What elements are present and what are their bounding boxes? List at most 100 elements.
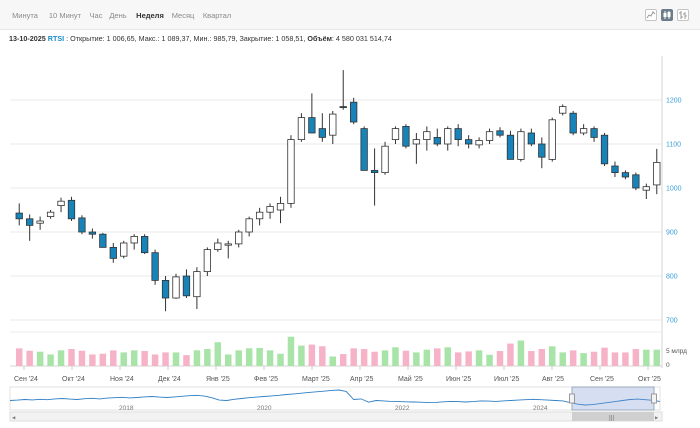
navigator-handle — [651, 393, 657, 404]
volume-bar — [15, 348, 23, 366]
volume-bar — [538, 349, 546, 366]
volume-bar — [183, 355, 190, 366]
volume-bar — [120, 352, 127, 366]
tab-10-minutes[interactable]: 10 Минут — [48, 11, 82, 20]
candle-body — [203, 249, 211, 273]
volume-bar — [423, 349, 431, 366]
volume-bar — [517, 340, 525, 366]
candle-body — [276, 202, 285, 211]
candle-body — [130, 235, 138, 244]
volume-bar — [496, 351, 504, 366]
volume-bar — [392, 347, 399, 366]
volume-bar — [99, 353, 107, 366]
scrollbar-right-arrow-icon: ▸ — [655, 415, 659, 422]
volume-bar — [413, 352, 420, 366]
navigator-line — [9, 389, 661, 406]
candle-body — [214, 242, 222, 250]
tab-quarter[interactable]: Квартал — [202, 11, 232, 20]
price-tick-label: 1100 — [666, 142, 681, 149]
candle-body — [600, 134, 609, 165]
volume-bar — [601, 347, 608, 366]
volume-bar — [590, 351, 598, 366]
candle-body — [360, 128, 368, 171]
x-tick-label: Окт '24 — [62, 376, 85, 383]
tab-month[interactable]: Месяц — [171, 11, 195, 20]
candle-body — [26, 218, 34, 226]
info-low: 985,79 — [213, 34, 236, 43]
volume-bar — [266, 350, 274, 366]
candle-body — [559, 106, 567, 114]
navigator-year-label: 2022 — [395, 405, 410, 412]
candle-body — [423, 131, 431, 140]
area-chart-icon[interactable] — [645, 9, 657, 21]
candle-body — [506, 134, 515, 160]
volume-bar — [360, 349, 368, 366]
tab-minute[interactable]: Минута — [12, 11, 38, 20]
candle-body — [412, 139, 421, 145]
volume-bar — [402, 350, 410, 366]
candle-body — [88, 231, 97, 235]
navigator-year-label: 2024 — [533, 405, 548, 412]
price-tick-label: 1000 — [666, 186, 682, 193]
volume-bar — [559, 352, 566, 366]
info-close-label: Закрытие: — [239, 34, 274, 43]
volume-bar — [329, 356, 337, 366]
tab-hour[interactable]: Час — [89, 11, 103, 20]
candle-body — [99, 233, 107, 248]
candle-body — [485, 131, 494, 141]
bar-chart-icon[interactable] — [677, 9, 689, 21]
volume-bar — [569, 350, 577, 366]
candle-body — [579, 128, 588, 134]
candle-body — [15, 212, 23, 220]
candle-body — [141, 235, 149, 254]
info-open-label: Открытие: — [70, 34, 105, 43]
volume-bar — [89, 354, 96, 366]
volume-bar — [277, 353, 284, 366]
info-high-label: Макс.: — [138, 34, 160, 43]
candle-body — [402, 126, 410, 147]
volume-bar — [454, 352, 462, 366]
candle-body — [527, 132, 535, 145]
volume-bar — [235, 350, 242, 366]
candle-body — [370, 169, 379, 173]
price-tick-label: 1200 — [666, 98, 682, 105]
volume-bar — [371, 351, 378, 366]
x-tick-label: Май '25 — [398, 375, 423, 383]
candle-body — [465, 139, 473, 145]
price-tick-label: 800 — [666, 274, 678, 281]
candle-body — [266, 206, 274, 213]
candle-body — [120, 242, 128, 257]
candle-body — [621, 172, 630, 178]
candle-body — [308, 117, 316, 134]
x-tick-label: Ноя '24 — [110, 376, 134, 383]
volume-bar — [110, 350, 117, 366]
candle-body — [642, 186, 650, 191]
volume-bar — [245, 348, 253, 366]
info-high: 1 089,37 — [161, 34, 190, 43]
period-tabs: Минута 10 Минут Час День Неделя Месяц Кв… — [0, 0, 700, 30]
x-tick-label: Янв '25 — [206, 376, 230, 383]
volume-bar — [298, 345, 305, 366]
navigator-handle — [569, 393, 575, 404]
scrollbar-grip-icon: ||| — [609, 415, 614, 422]
candle-body — [496, 130, 504, 136]
volume-bar — [172, 352, 180, 366]
price-tick-label: 900 — [666, 230, 678, 237]
volume-bar — [434, 348, 441, 366]
candle-body — [632, 174, 640, 189]
ohlc-info-bar: 13-10-2025 RTSI : Открытие: 1 006,65, Ма… — [9, 34, 392, 43]
tab-week[interactable]: Неделя — [136, 11, 164, 20]
tab-day[interactable]: День — [109, 11, 127, 20]
candle-body — [391, 128, 400, 141]
info-low-label: Мин.: — [193, 34, 212, 43]
volume-bar — [204, 349, 211, 366]
candle-body — [611, 165, 619, 173]
candle-body — [57, 200, 65, 206]
volume-bar — [643, 349, 650, 366]
volume-bar — [308, 344, 316, 366]
candle-body — [569, 112, 577, 134]
candlestick-chart-icon[interactable] — [661, 9, 673, 21]
x-tick-label: Авг '25 — [542, 376, 564, 383]
volume-bar — [256, 347, 263, 366]
